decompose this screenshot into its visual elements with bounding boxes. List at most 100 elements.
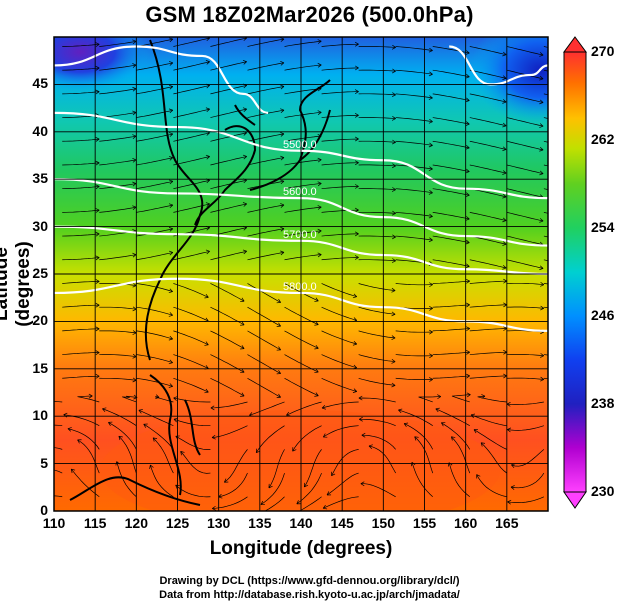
x-tick-label: 150 [371, 515, 395, 531]
streamline [284, 40, 322, 47]
streamline [173, 179, 210, 190]
streamline [395, 283, 433, 286]
streamline [99, 206, 137, 213]
streamline-arrow [403, 422, 409, 427]
streamline [469, 375, 507, 379]
streamline-arrow [503, 302, 507, 308]
streamline-arrow [204, 341, 209, 346]
streamline [469, 140, 507, 150]
contour-label: 5500.0 [283, 139, 317, 151]
streamline [395, 140, 433, 146]
streamline [321, 209, 359, 213]
streamline [173, 354, 209, 369]
streamline [99, 377, 137, 381]
streamline-arrow [354, 136, 359, 142]
streamline-arrow [276, 393, 281, 398]
streamline [136, 354, 173, 364]
streamline-arrow [95, 89, 100, 95]
streamline-arrow [502, 193, 507, 199]
streamline [395, 330, 433, 333]
streamline [469, 212, 507, 221]
streamline [432, 351, 470, 355]
streamline-arrow [314, 368, 319, 374]
streamline-arrow [276, 346, 281, 351]
streamline [155, 396, 174, 403]
streamline [510, 472, 545, 489]
streamline [99, 64, 137, 71]
streamline-arrow [465, 73, 470, 79]
streamline-arrow [168, 250, 174, 256]
streamline [173, 156, 210, 166]
streamline-arrow [168, 288, 173, 294]
x-tick-label: 130 [206, 515, 231, 531]
streamline [136, 252, 173, 261]
streamline [292, 425, 322, 452]
streamline-arrow [255, 448, 261, 453]
streamline [99, 40, 137, 47]
streamline-arrow [95, 255, 100, 261]
streamline-arrow [242, 202, 247, 207]
streamline-arrow [321, 404, 326, 410]
y-tick-label: 10 [32, 407, 48, 424]
x-tick-label: 165 [495, 515, 519, 531]
streamline [224, 449, 248, 483]
streamline [470, 414, 507, 427]
x-tick-label: 125 [165, 515, 190, 531]
streamline [62, 281, 100, 284]
streamline-arrow [506, 401, 511, 407]
streamline-arrow [435, 407, 440, 413]
streamline [136, 109, 173, 118]
streamline-arrow [138, 409, 143, 414]
streamline [448, 462, 471, 498]
streamline-arrow [354, 112, 359, 118]
streamline-arrow [317, 252, 322, 258]
streamline-arrow [280, 132, 285, 137]
streamline [62, 209, 100, 213]
streamline [395, 235, 433, 241]
streamline [321, 401, 359, 409]
streamline-arrow [465, 168, 470, 174]
streamline [247, 228, 285, 237]
streamline-arrow [88, 393, 93, 399]
streamline-arrow [398, 408, 403, 414]
streamline-arrow [437, 394, 441, 400]
streamline [321, 306, 357, 321]
streamline-arrow [280, 155, 285, 161]
streamline [136, 330, 173, 340]
streamline-arrow [354, 207, 359, 213]
streamline [99, 330, 137, 334]
streamline [210, 108, 247, 118]
streamline-arrow [441, 422, 446, 427]
streamline [284, 88, 322, 95]
streamline [62, 328, 100, 332]
streamline [506, 354, 544, 357]
streamline-arrow [25, 402, 29, 406]
streamline-arrow [391, 382, 396, 388]
streamline [322, 496, 359, 509]
streamline [432, 188, 470, 196]
streamline-arrow [465, 302, 470, 308]
streamline [136, 377, 173, 387]
streamline [173, 397, 211, 403]
streamline-arrow [429, 377, 433, 382]
streamline-arrow [168, 155, 174, 161]
streamline-arrow [391, 358, 396, 364]
streamline [469, 46, 507, 56]
y-tick-label: 45 [32, 75, 48, 92]
streamline-arrow [240, 392, 245, 397]
streamline [173, 61, 210, 71]
credit-drawing: Drawing by DCL (https://www.gfd-dennou.o… [159, 575, 460, 587]
streamline-arrow [242, 107, 247, 112]
streamline [432, 280, 470, 284]
streamline-arrow [205, 249, 210, 255]
streamline [358, 140, 396, 143]
streamline [506, 93, 544, 103]
streamline [247, 62, 285, 71]
streamline-arrow [352, 388, 358, 393]
streamline [173, 306, 209, 322]
streamline-arrow [210, 405, 215, 411]
streamline [62, 138, 100, 142]
streamline [210, 37, 247, 47]
streamline-arrow [240, 321, 245, 326]
streamline-arrow [280, 226, 285, 232]
